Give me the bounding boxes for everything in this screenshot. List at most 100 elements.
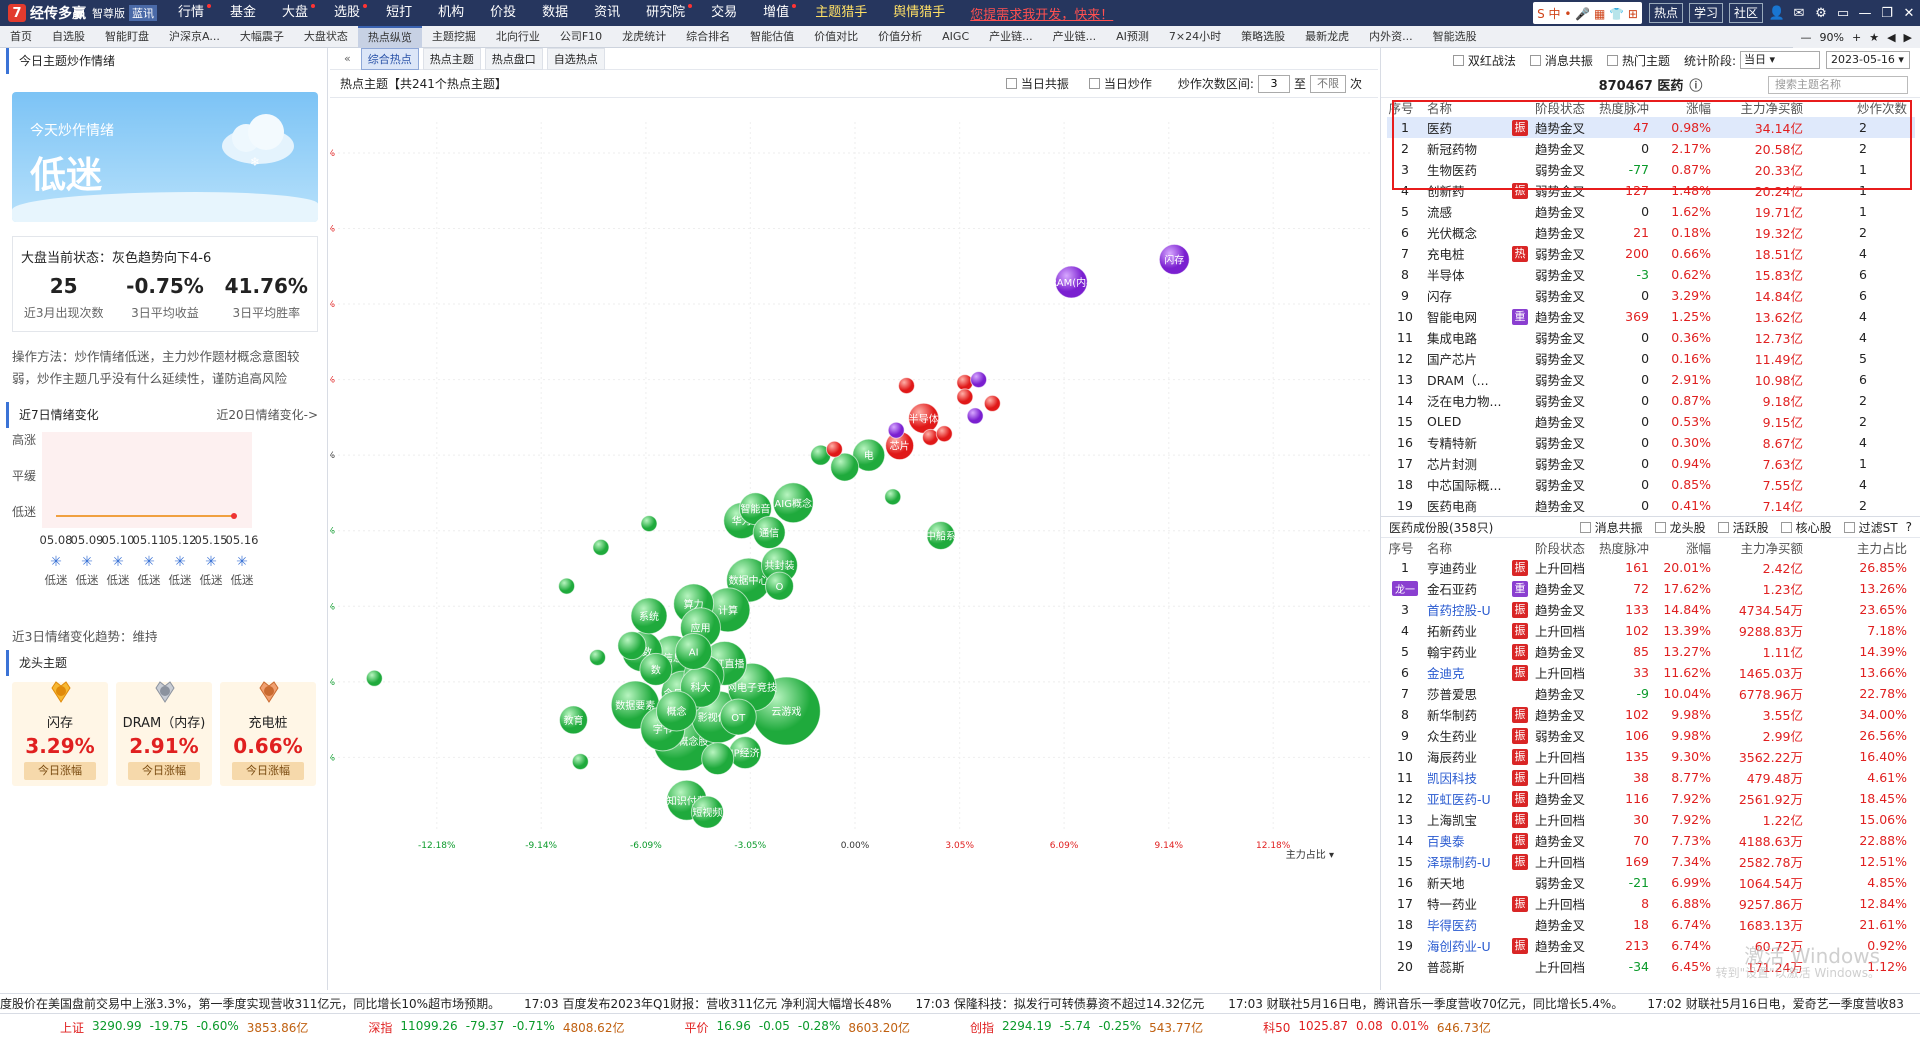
theme-name[interactable]: 闪存 <box>1427 289 1453 304</box>
table-row[interactable]: 4 创新药 振弱势金叉 127 1.48% 20.24亿 1 <box>1387 180 1915 201</box>
menu-item[interactable]: 研究院 <box>633 0 698 26</box>
leader-button[interactable]: 今日涨幅 <box>128 762 200 780</box>
filter-check[interactable]: 活跃股 <box>1717 519 1769 536</box>
theme-bubble[interactable] <box>558 577 576 595</box>
column-header[interactable]: 序号 <box>1388 541 1414 556</box>
column-header[interactable]: 阶段状态 <box>1535 101 1586 116</box>
menu-item[interactable]: 大盘 <box>269 0 321 26</box>
page-tab[interactable]: 价值对比 <box>814 29 859 43</box>
table-row[interactable]: 18 毕得医药 趋势金叉 18 6.74% 1683.13万 21.61% <box>1387 914 1915 935</box>
stock-name[interactable]: 海辰药业 <box>1427 750 1478 765</box>
menu-item[interactable]: 基金 <box>230 5 257 20</box>
filter-check[interactable]: 龙头股 <box>1654 519 1706 536</box>
stock-name[interactable]: 毕得医药 <box>1427 918 1478 933</box>
date-picker[interactable]: 2023-05-16 ▾ <box>1826 51 1910 69</box>
theme-bubble[interactable] <box>898 377 915 395</box>
sub-tab[interactable]: 热点盘口 <box>484 47 543 70</box>
table-row[interactable]: 16 新天地 弱势金叉 -21 6.99% 1064.54万 4.85% <box>1387 872 1915 893</box>
column-header[interactable]: 主力占比 <box>1857 541 1908 556</box>
news-resonance-check[interactable]: 消息共振 <box>1529 52 1593 69</box>
collapse-icon[interactable]: « <box>344 52 351 65</box>
stock-name[interactable]: 凯因科技 <box>1427 771 1478 786</box>
table-row[interactable]: 3 生物医药 弱势金叉 -77 0.87% 20.33亿 1 <box>1387 159 1915 180</box>
theme-bubble[interactable] <box>1054 265 1088 299</box>
theme-bubble[interactable] <box>926 520 956 550</box>
news-item[interactable]: 17:03 保隆科技：拟发行可转债募资不超过14.32亿元 <box>915 997 1205 1011</box>
theme-bubble[interactable] <box>640 515 658 533</box>
column-header[interactable]: 涨幅 <box>1686 541 1712 556</box>
user-icon[interactable]: 👤 <box>1768 5 1786 21</box>
theme-name[interactable]: OLED <box>1427 414 1462 429</box>
theme-bubble[interactable] <box>617 631 647 661</box>
stock-name[interactable]: 百奥泰 <box>1427 834 1465 849</box>
stock-name[interactable]: 特一药业 <box>1427 897 1478 912</box>
theme-name[interactable]: 专精特新 <box>1427 436 1478 451</box>
table-row[interactable]: 7 充电桩 热弱势金叉 200 0.66% 18.51亿 4 <box>1387 243 1915 264</box>
table-row[interactable]: 15 泽璟制药-U 振上升回档 169 7.34% 2582.78万 12.51% <box>1387 851 1915 872</box>
table-row[interactable]: 14 百奥泰 振趋势金叉 70 7.73% 4188.63万 22.88% <box>1387 830 1915 851</box>
pin-icon[interactable]: ★ <box>1869 30 1880 44</box>
page-tab[interactable]: 价值分析 <box>878 29 923 43</box>
theme-name[interactable]: 半导体 <box>1427 268 1465 283</box>
page-tab[interactable]: 综合排名 <box>686 29 731 43</box>
column-header[interactable]: 热度脉冲 <box>1599 101 1650 116</box>
theme-bubble[interactable] <box>825 440 843 458</box>
stock-name[interactable]: 泽璟制药-U <box>1427 855 1491 870</box>
page-tab[interactable]: 沪深京A... <box>169 29 220 43</box>
stock-name[interactable]: 首药控股-U <box>1427 603 1491 618</box>
theme-bubble[interactable] <box>970 371 988 389</box>
page-tab[interactable]: 智能估值 <box>750 29 795 43</box>
column-header[interactable]: 名称 <box>1427 101 1453 116</box>
table-row[interactable]: 8 新华制药 振趋势金叉 102 9.98% 3.55亿 34.00% <box>1387 704 1915 725</box>
stock-name[interactable]: 新华制药 <box>1427 708 1478 723</box>
theme-bubble[interactable] <box>884 488 902 506</box>
table-row[interactable]: 8 半导体 弱势金叉 -3 0.62% 15.83亿 6 <box>1387 264 1915 285</box>
stock-name[interactable]: 亚虹医药-U <box>1427 792 1491 807</box>
range-from-input[interactable] <box>1257 74 1290 93</box>
table-row[interactable]: 11 集成电路 弱势金叉 0 0.36% 12.73亿 4 <box>1387 327 1915 348</box>
leader-card[interactable]: 充电桩 0.66% 今日涨幅 <box>220 681 316 786</box>
stock-name[interactable]: 上海凯宝 <box>1427 813 1478 828</box>
stock-name[interactable]: 海创药业-U <box>1427 939 1491 954</box>
theme-name[interactable]: 泛在电力物... <box>1427 394 1502 409</box>
stock-name[interactable]: 金迪克 <box>1427 666 1465 681</box>
menu-item[interactable]: 资讯 <box>594 5 621 20</box>
hot-button[interactable]: 热点 <box>1648 3 1683 23</box>
theme-name[interactable]: 创新药 <box>1427 184 1465 199</box>
theme-bubble[interactable] <box>966 407 984 425</box>
page-tab[interactable]: 产业链... <box>1052 29 1097 43</box>
stage-select[interactable]: 当日 ▾ <box>1740 51 1820 69</box>
theme-bubble[interactable] <box>558 705 588 735</box>
menu-item[interactable]: 机构 <box>438 5 465 20</box>
table-row[interactable]: 9 闪存 弱势金叉 0 3.29% 14.84亿 6 <box>1387 285 1915 306</box>
range-to-input[interactable] <box>1309 74 1346 93</box>
sub-tab[interactable]: 综合热点 <box>360 47 419 70</box>
hot-theme-check[interactable]: 热门主题 <box>1606 52 1670 69</box>
news-item[interactable]: 17:02 财联社5月16日电，爱奇艺一季度营收83 <box>1647 997 1904 1011</box>
minimize-icon[interactable]: — <box>1858 5 1872 21</box>
checkbox[interactable] <box>1088 78 1100 89</box>
info-icon[interactable]: ⓘ <box>1689 79 1703 94</box>
theme-bubble[interactable] <box>690 795 724 829</box>
menu-item[interactable]: 行情 <box>165 0 217 26</box>
stock-name[interactable]: 普蕊斯 <box>1427 960 1465 975</box>
table-row[interactable]: 9 众生药业 振弱势金叉 106 9.98% 2.99亿 26.56% <box>1387 725 1915 746</box>
theme-name[interactable]: 医药电商 <box>1427 499 1478 514</box>
table-row[interactable]: 18 中芯国际概... 弱势金叉 0 0.85% 7.55亿 4 <box>1387 474 1915 495</box>
theme-name[interactable]: 新冠药物 <box>1427 142 1478 157</box>
column-header[interactable]: 涨幅 <box>1686 101 1712 116</box>
theme-bubble[interactable] <box>701 742 735 776</box>
leader-button[interactable]: 今日涨幅 <box>232 762 304 780</box>
page-tab[interactable]: AIGC <box>942 29 970 43</box>
menu-item[interactable]: 舆情猎手 <box>893 5 946 20</box>
checkbox[interactable] <box>1780 521 1792 533</box>
double-red-check[interactable]: 双红战法 <box>1452 52 1516 69</box>
table-row[interactable]: 13 上海凯宝 振上升回档 30 7.92% 1.22亿 15.06% <box>1387 809 1915 830</box>
table-row[interactable]: 3 首药控股-U 振趋势金叉 133 14.84% 4734.54万 23.65% <box>1387 599 1915 620</box>
table-row[interactable]: 11 凯因科技 振上升回档 38 8.77% 479.48万 4.61% <box>1387 767 1915 788</box>
stock-name[interactable]: 翰宇药业 <box>1427 645 1478 660</box>
table-row[interactable]: 4 拓新药业 振上升回档 102 13.39% 9288.83万 7.18% <box>1387 620 1915 641</box>
theme-bubble[interactable] <box>830 452 860 482</box>
table-row[interactable]: 19 医药电商 趋势金叉 0 0.41% 7.14亿 2 <box>1387 495 1915 516</box>
theme-search-input[interactable]: 搜索主题名称 <box>1768 76 1908 94</box>
